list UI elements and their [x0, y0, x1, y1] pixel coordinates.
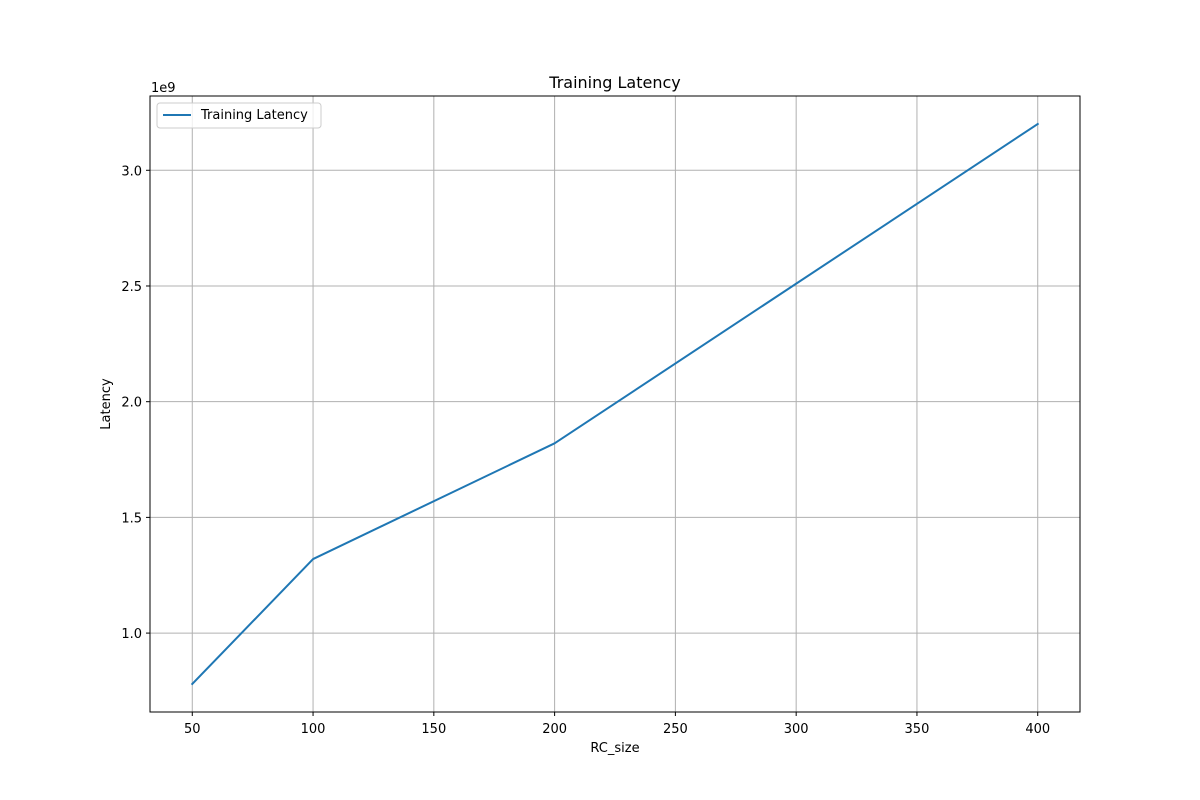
x-tick-label: 150	[421, 722, 446, 737]
series-line	[190, 122, 1040, 686]
y-axis-ticks: 1.0 1.5 2.0 2.5 3.0	[121, 164, 150, 642]
chart-title: Training Latency	[548, 73, 680, 92]
plot-frame	[149, 95, 1081, 713]
x-tick-label: 350	[905, 722, 930, 737]
series-layer	[190, 122, 1040, 686]
y-tick-label: 2.0	[121, 396, 142, 411]
x-axis-label: RC_size	[590, 741, 639, 756]
x-axis-ticks: 50 100 150 200 250 300 350 400	[184, 712, 1050, 737]
x-tick-label: 400	[1025, 722, 1050, 737]
legend-box	[156, 102, 322, 129]
y-tick-label: 2.5	[121, 280, 142, 295]
y-tick-label: 1.5	[121, 511, 142, 526]
y-offset-label: 1e9	[151, 81, 176, 96]
legend: Training Latency	[156, 102, 322, 129]
x-tick-label: 300	[784, 722, 809, 737]
x-tick-label: 250	[663, 722, 688, 737]
x-tick-label: 100	[301, 722, 326, 737]
legend-label: Training Latency	[200, 108, 308, 123]
y-tick-label: 1.0	[121, 627, 142, 642]
x-tick-label: 50	[184, 722, 201, 737]
y-tick-label: 3.0	[121, 164, 142, 179]
y-axis-label: Latency	[99, 378, 114, 430]
x-tick-label: 200	[542, 722, 567, 737]
grid	[150, 96, 1080, 712]
